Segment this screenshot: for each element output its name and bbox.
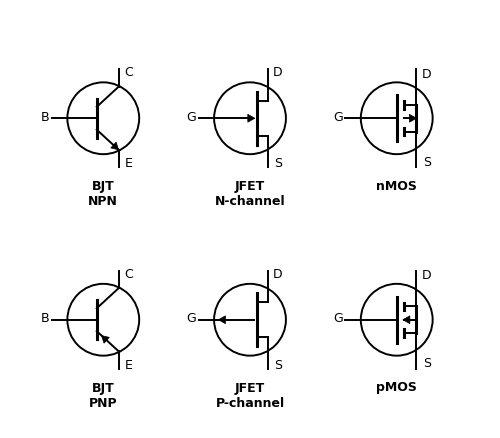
Text: D: D xyxy=(422,269,432,283)
Text: D: D xyxy=(273,268,283,281)
Text: BJT
NPN: BJT NPN xyxy=(88,180,118,208)
Polygon shape xyxy=(403,316,410,324)
Text: G: G xyxy=(186,312,196,325)
Text: G: G xyxy=(333,111,343,124)
Text: B: B xyxy=(41,312,50,325)
Polygon shape xyxy=(410,114,416,122)
Text: pMOS: pMOS xyxy=(376,381,417,394)
Text: JFET
P-channel: JFET P-channel xyxy=(216,382,284,410)
Polygon shape xyxy=(111,142,118,150)
Text: E: E xyxy=(124,157,132,170)
Text: S: S xyxy=(423,357,431,370)
Text: C: C xyxy=(124,268,132,281)
Text: JFET
N-channel: JFET N-channel xyxy=(214,180,286,208)
Text: C: C xyxy=(124,66,132,79)
Text: G: G xyxy=(186,111,196,124)
Text: D: D xyxy=(273,66,283,79)
Text: S: S xyxy=(274,359,282,372)
Polygon shape xyxy=(102,336,110,343)
Text: B: B xyxy=(41,111,50,124)
Text: BJT
PNP: BJT PNP xyxy=(89,382,118,410)
Text: S: S xyxy=(274,157,282,170)
Polygon shape xyxy=(218,316,226,324)
Text: S: S xyxy=(423,155,431,169)
Polygon shape xyxy=(248,114,255,122)
Text: nMOS: nMOS xyxy=(376,180,417,193)
Text: G: G xyxy=(333,312,343,325)
Text: E: E xyxy=(124,359,132,372)
Text: D: D xyxy=(422,68,432,81)
